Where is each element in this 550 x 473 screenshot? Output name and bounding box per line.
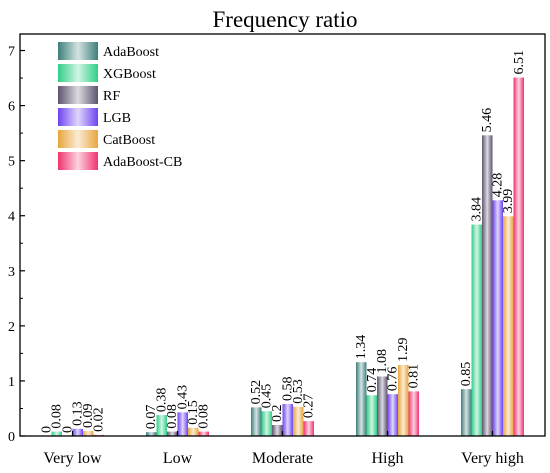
data-label: 0.2 <box>270 404 285 422</box>
x-category-label: High <box>372 450 404 467</box>
bar-rf-very-high <box>482 135 493 436</box>
bar-lgb-low <box>177 412 188 436</box>
bar-catboost-low <box>188 427 199 436</box>
data-label: 3.84 <box>470 197 485 222</box>
data-label: 6.51 <box>512 50 527 75</box>
bar-rf-moderate <box>272 424 283 436</box>
data-label: 0.58 <box>281 377 296 402</box>
data-label: 1.29 <box>396 337 411 362</box>
legend-swatch-adaboost <box>58 42 98 60</box>
legend-swatch-rf <box>58 86 98 104</box>
data-label: 1.34 <box>354 335 369 360</box>
bar-adaboost-low <box>146 432 157 436</box>
y-tick-label: 2 <box>8 320 15 335</box>
bar-lgb-very-high <box>492 200 503 436</box>
legend-swatch-adaboost-cb <box>58 152 98 170</box>
data-label: 0 <box>39 426 54 433</box>
data-label: 0.15 <box>186 400 201 425</box>
data-label: 0.13 <box>71 401 86 426</box>
legend-swatch-catboost <box>58 130 98 148</box>
bar-xgboost-very-high <box>471 224 482 436</box>
bar-catboost-very-low <box>83 431 94 436</box>
x-category-label: Very low <box>43 450 102 467</box>
x-category-label: Moderate <box>252 450 313 467</box>
y-tick-label: 5 <box>8 155 15 170</box>
data-label: 0.07 <box>144 405 159 430</box>
data-label: 0.43 <box>176 385 191 410</box>
bars-layer <box>51 77 524 436</box>
bar-rf-high <box>377 376 388 436</box>
axes-layer: 0 1 2 3 4 5 6 7 Very low Low Moderate High Very high <box>8 33 546 467</box>
bar-adaboost-cb-very-high <box>513 77 524 436</box>
bar-adaboost-cb-moderate <box>303 421 314 436</box>
legend-swatch-xgboost <box>58 64 98 82</box>
bar-lgb-high <box>387 394 398 436</box>
legend-label: AdaBoost-CB <box>103 155 182 170</box>
bar-adaboost-cb-low <box>198 431 209 436</box>
legend-label: CatBoost <box>103 133 155 148</box>
bar-catboost-moderate <box>293 406 304 436</box>
bar-catboost-high <box>398 364 409 436</box>
chart-title: Frequency ratio <box>213 7 358 32</box>
y-tick-label: 1 <box>8 375 15 390</box>
y-tick-label: 4 <box>8 210 15 225</box>
legend: AdaBoost XGBoost RF LGB CatBoost AdaBoost-CB <box>58 42 182 170</box>
legend-label: AdaBoost <box>103 45 159 60</box>
legend-label: RF <box>103 89 120 104</box>
data-label: 5.46 <box>480 108 495 133</box>
legend-swatch-lgb <box>58 108 98 126</box>
bar-lgb-moderate <box>282 404 293 436</box>
x-category-label: Low <box>163 450 193 467</box>
y-tick-label: 3 <box>8 265 15 280</box>
bar-rf-low <box>167 431 178 436</box>
data-label: 0.08 <box>50 404 65 429</box>
data-label: 0.53 <box>291 379 306 404</box>
data-label: 0.85 <box>459 362 474 387</box>
data-label: 0.02 <box>92 407 107 432</box>
bar-lgb-very-low <box>72 428 83 436</box>
y-tick-label: 0 <box>8 430 15 445</box>
bar-xgboost-moderate <box>261 411 272 436</box>
y-tick-label: 6 <box>8 100 15 115</box>
data-label: 0.08 <box>165 404 180 429</box>
data-label: 1.08 <box>375 349 390 374</box>
data-label: 4.28 <box>491 173 506 198</box>
data-label: 3.99 <box>501 189 516 214</box>
data-label: 0.09 <box>81 404 96 429</box>
data-label: 0.38 <box>155 388 170 413</box>
x-category-label: Very high <box>461 450 524 467</box>
legend-label: LGB <box>103 111 131 126</box>
bar-xgboost-high <box>366 395 377 436</box>
bar-xgboost-very-low <box>51 431 62 436</box>
bar-adaboost-moderate <box>251 407 262 436</box>
bar-xgboost-low <box>156 415 167 436</box>
bar-catboost-very-high <box>503 216 514 436</box>
data-label: 0.27 <box>302 394 317 419</box>
data-label: 0.74 <box>365 368 380 393</box>
y-tick-label: 7 <box>8 45 15 60</box>
data-label: 0.76 <box>386 367 401 392</box>
bar-adaboost-very-high <box>461 389 472 436</box>
data-label: 0.81 <box>407 364 422 389</box>
bar-adaboost-cb-high <box>408 391 419 436</box>
data-label: 0.08 <box>197 404 212 429</box>
data-label: 0.52 <box>249 380 264 405</box>
data-label: 0 <box>60 426 75 433</box>
bar-adaboost-high <box>356 362 367 436</box>
legend-label: XGBoost <box>103 67 156 82</box>
data-label: 0.45 <box>260 384 275 409</box>
